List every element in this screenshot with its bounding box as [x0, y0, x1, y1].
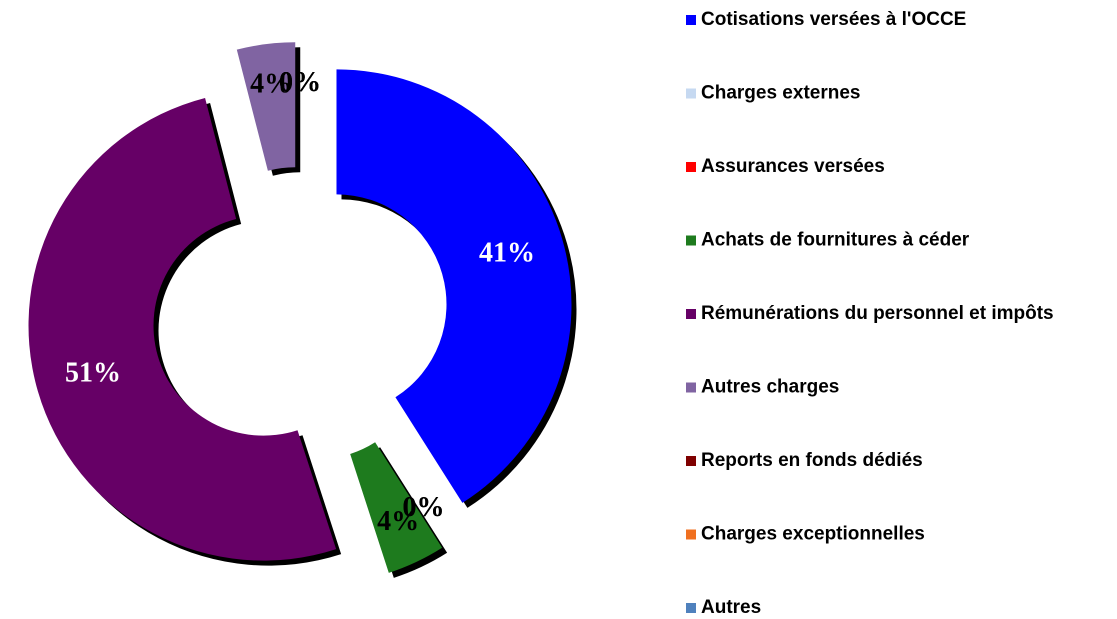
value-label: 41%: [479, 237, 535, 268]
legend-swatch: [686, 15, 696, 25]
value-label: 0%: [279, 67, 321, 98]
value-label: 0%: [403, 492, 445, 523]
segment: [336, 69, 572, 503]
value-label: 0%: [279, 67, 321, 98]
value-label: 4%: [377, 506, 419, 537]
legend-swatch: [686, 603, 696, 613]
legend-swatch: [686, 456, 696, 466]
value-label: 4%: [250, 69, 292, 100]
legend-swatch: [686, 235, 696, 246]
value-label: 0%: [279, 67, 321, 98]
legend-swatch: [686, 162, 696, 172]
legend-label: Rémunérations du personnel et impôts: [701, 303, 1054, 324]
legend-label: Autres: [701, 597, 761, 618]
legend-swatch: [686, 88, 696, 99]
segment: [236, 42, 296, 171]
legend-swatch: [686, 309, 696, 319]
legend-label: Autres charges: [701, 377, 839, 398]
legend-swatch: [686, 529, 696, 540]
legend-label: Charges externes: [701, 83, 860, 104]
legend-label: Charges exceptionnelles: [701, 524, 925, 545]
legend-label: Achats de fournitures à céder: [701, 230, 970, 251]
legend-label: Reports en fonds dédiés: [701, 450, 923, 471]
legend-swatch: [686, 382, 696, 393]
segment: [350, 442, 443, 573]
segment: [28, 97, 337, 561]
value-label: 0%: [403, 492, 445, 523]
legend-label: Cotisations versées à l'OCCE: [701, 9, 966, 30]
value-label: 51%: [65, 358, 121, 389]
legend-label: Assurances versées: [701, 156, 885, 177]
